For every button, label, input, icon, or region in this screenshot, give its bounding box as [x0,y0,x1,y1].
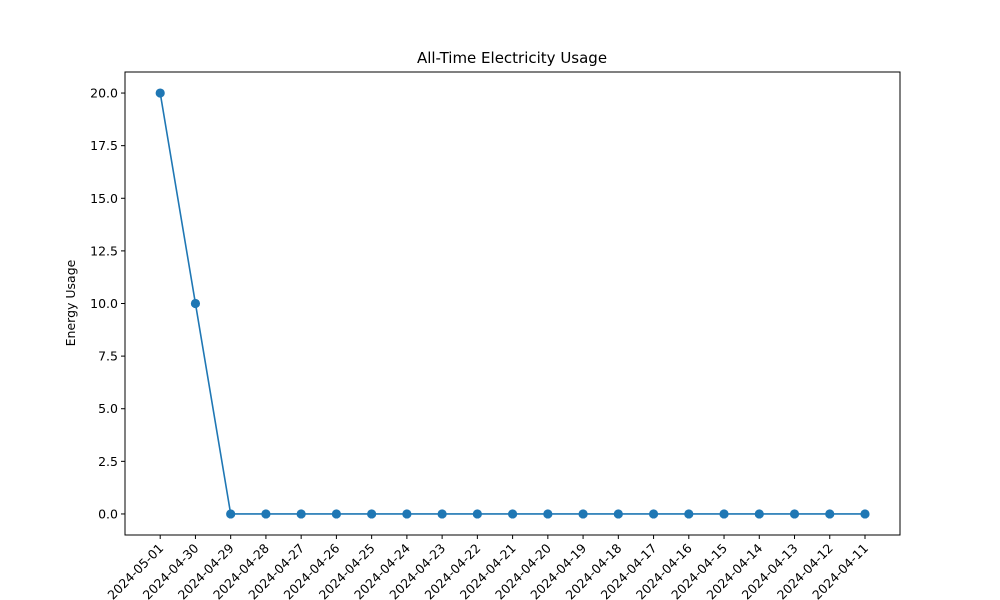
y-tick-label: 2.5 [98,454,118,469]
data-point [507,509,518,519]
y-tick-label: 15.0 [90,191,118,206]
data-point [719,509,729,519]
y-tick-label: 12.5 [90,243,118,258]
data-point [860,509,870,519]
y-tick-label: 17.5 [90,138,118,153]
y-tick-label: 5.0 [98,401,118,416]
data-point [437,509,447,519]
data-point [226,509,236,519]
plot-frame [124,71,901,536]
data-point [331,509,341,519]
data-point [825,509,835,519]
data-point [261,509,271,519]
data-point [190,298,201,309]
data-point [754,509,764,519]
data-point [648,509,659,519]
data-point [684,509,694,519]
data-point [296,509,306,519]
plot-area: 0.02.55.07.510.012.515.017.520.02024-05-… [90,71,901,600]
y-tick-label: 0.0 [98,506,118,521]
y-axis-label: Energy Usage [63,259,78,346]
data-point [367,509,377,519]
data-point [472,509,482,519]
y-tick-label: 10.0 [90,296,118,311]
y-tick-label: 20.0 [90,86,118,101]
data-point [155,88,165,98]
data-point [402,509,412,519]
y-tick-label: 7.5 [98,349,118,364]
chart-title: All-Time Electricity Usage [417,49,607,67]
data-point [578,509,588,519]
data-point [613,509,623,519]
data-point [789,509,800,519]
series-line [159,92,865,515]
data-point [543,509,553,519]
